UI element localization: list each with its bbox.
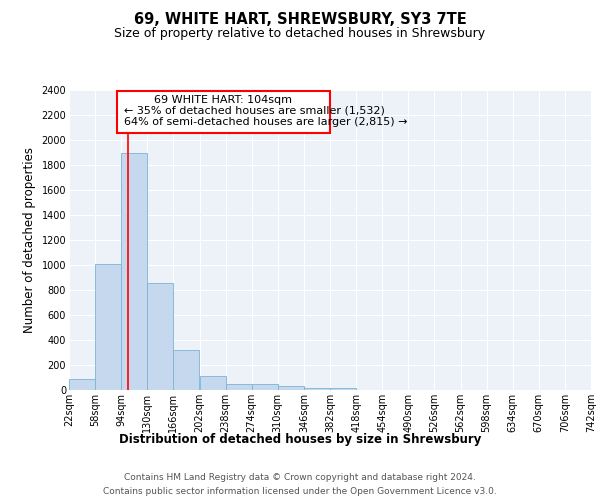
Text: Contains HM Land Registry data © Crown copyright and database right 2024.: Contains HM Land Registry data © Crown c…	[124, 472, 476, 482]
Bar	[121, 152, 148, 390]
Y-axis label: Number of detached properties: Number of detached properties	[23, 147, 36, 333]
Text: 69, WHITE HART, SHREWSBURY, SY3 7TE: 69, WHITE HART, SHREWSBURY, SY3 7TE	[134, 12, 466, 28]
Bar	[95, 264, 121, 390]
Text: 64% of semi-detached houses are larger (2,815) →: 64% of semi-detached houses are larger (…	[124, 118, 407, 128]
Text: ← 35% of detached houses are smaller (1,532): ← 35% of detached houses are smaller (1,…	[124, 106, 385, 116]
Text: Distribution of detached houses by size in Shrewsbury: Distribution of detached houses by size …	[119, 432, 481, 446]
Bar	[278, 386, 304, 390]
FancyBboxPatch shape	[117, 91, 330, 133]
Bar	[226, 384, 252, 390]
Text: Contains public sector information licensed under the Open Government Licence v3: Contains public sector information licen…	[103, 488, 497, 496]
Bar	[304, 388, 330, 390]
Bar	[199, 376, 226, 390]
Text: 69 WHITE HART: 104sqm: 69 WHITE HART: 104sqm	[154, 95, 292, 105]
Bar	[69, 379, 95, 390]
Bar	[330, 388, 356, 390]
Bar	[252, 384, 278, 390]
Bar	[148, 282, 173, 390]
Bar	[173, 350, 199, 390]
Text: Size of property relative to detached houses in Shrewsbury: Size of property relative to detached ho…	[115, 28, 485, 40]
